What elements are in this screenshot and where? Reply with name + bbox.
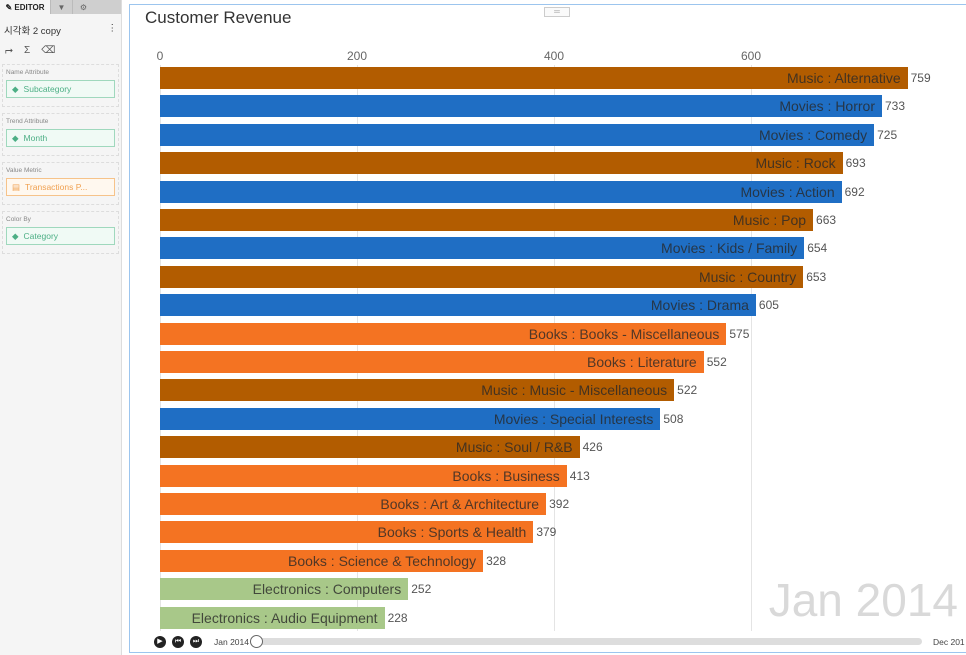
data-label: 426 (582, 440, 603, 455)
bar[interactable]: Movies : Action (160, 180, 842, 203)
bar[interactable]: Movies : Drama (160, 294, 756, 317)
data-label: 725 (877, 127, 898, 142)
bar[interactable]: Books : Literature (160, 351, 704, 373)
editor-tabs: ✎ EDITOR ▼ ⚙ (0, 0, 121, 14)
x-tick-label: 200 (346, 49, 368, 63)
tab-editor[interactable]: ✎ EDITOR (0, 0, 50, 14)
attribute-icon: ◆ (12, 230, 19, 241)
chart-title: Customer Revenue (145, 8, 292, 27)
bar[interactable]: Music : Pop (160, 209, 814, 231)
data-label: 575 (729, 326, 750, 341)
data-label: 392 (549, 497, 570, 511)
gridline (751, 65, 752, 631)
bar[interactable]: Movies : Horror (160, 95, 882, 118)
data-label: 328 (486, 553, 507, 568)
x-tick-label: 600 (740, 49, 762, 63)
data-label: 522 (677, 383, 698, 398)
attribute-icon: ◆ (12, 83, 19, 94)
data-label: 653 (806, 269, 827, 284)
field-value: Transactions P... (25, 182, 88, 192)
bar[interactable]: Books : Sports & Health (160, 521, 534, 544)
section-color-by: Color By ◆ Category (2, 211, 119, 254)
bar[interactable]: Music : Rock (160, 152, 843, 175)
data-label: 759 (910, 71, 931, 85)
field-pill[interactable]: ◆ Subcategory (6, 80, 115, 98)
filter-icon[interactable]: ▼ (50, 0, 72, 14)
bar[interactable]: Electronics : Audio Equipment (160, 606, 385, 629)
field-value: Category (23, 231, 59, 241)
timeline-thumb[interactable] (250, 635, 263, 648)
data-label: 379 (536, 525, 557, 540)
timeline-start: Jan 2014 (214, 637, 249, 647)
bar[interactable]: Books : Business (160, 464, 567, 487)
data-label: 552 (706, 355, 727, 369)
more-menu-icon[interactable]: ⋮ (107, 23, 118, 34)
bar[interactable]: Movies : Special Interests (160, 407, 661, 430)
bar[interactable]: Books : Books - Miscellaneous (160, 322, 727, 345)
section-trend-attribute: Trend Attribute ◆ Month (2, 113, 119, 156)
data-label: 654 (807, 241, 828, 256)
data-label: 693 (845, 156, 866, 171)
bar[interactable]: Music : Country (160, 265, 804, 288)
bar[interactable]: Movies : Kids / Family (160, 237, 805, 260)
x-tick-label: 400 (543, 49, 565, 63)
editor-panel: ✎ EDITOR ▼ ⚙ 시각화 2 copy ⋮ ⮣ Σ ⌫ Name Attrib… (0, 0, 122, 655)
visualization-title: 시각화 2 copy (4, 26, 61, 37)
attribute-icon: ◆ (12, 132, 19, 143)
gridline (357, 65, 358, 631)
pencil-icon: ✎ (5, 2, 13, 12)
field-value: Month (23, 133, 48, 143)
bar[interactable]: Music : Music - Miscellaneous (160, 379, 675, 402)
chart-panel: Customer Revenue ═ 0 200 400 600 Music : Alt… (129, 4, 966, 653)
bar[interactable]: Movies : Comedy (160, 123, 875, 146)
section-label: Color By (6, 216, 31, 223)
sum-icon[interactable]: Σ (24, 45, 31, 56)
timeline-end: Dec 201 (933, 637, 965, 647)
data-label: 692 (844, 184, 865, 199)
field-value: Subcategory (23, 84, 72, 94)
play-button[interactable]: ▶ (154, 636, 166, 648)
section-label: Value Metric (6, 167, 42, 174)
bar[interactable]: Music : Alternative (160, 67, 908, 89)
step-forward-button[interactable]: ⏭ (190, 636, 202, 648)
gridline (554, 65, 555, 631)
gridline (160, 65, 161, 631)
eraser-icon[interactable]: ⌫ (41, 45, 56, 56)
section-label: Trend Attribute (6, 118, 49, 125)
bar[interactable]: Music : Soul / R&B (160, 436, 580, 459)
data-label: 228 (387, 610, 408, 625)
bar[interactable]: Books : Science & Technology (160, 549, 484, 572)
section-label: Name Attribute (6, 69, 49, 76)
bar[interactable]: Books : Art & Architecture (160, 493, 547, 515)
metric-icon: ▤ (12, 181, 21, 192)
data-label: 413 (569, 468, 590, 483)
period-label: Jan 2014 (768, 574, 958, 626)
data-label: 733 (885, 99, 906, 114)
data-label: 508 (663, 411, 684, 426)
field-pill[interactable]: ◆ Category (6, 227, 115, 245)
drag-handle[interactable]: ═ (544, 7, 570, 17)
swap-axes-icon[interactable]: ⮣ (5, 45, 13, 56)
bar[interactable]: Electronics : Computers (160, 578, 409, 601)
timeline-slider[interactable] (256, 638, 922, 645)
step-back-button[interactable]: ⏮ (172, 636, 184, 648)
data-label: 605 (758, 298, 779, 313)
data-label: 663 (816, 213, 837, 227)
section-name-attribute: Name Attribute ◆ Subcategory (2, 64, 119, 107)
field-pill[interactable]: ▤ Transactions P... (6, 178, 115, 196)
field-pill[interactable]: ◆ Month (6, 129, 115, 147)
gear-icon[interactable]: ⚙ (72, 0, 94, 14)
x-tick-label: 0 (156, 49, 164, 63)
section-value-metric: Value Metric ▤ Transactions P... (2, 162, 119, 205)
data-label: 252 (411, 582, 432, 597)
